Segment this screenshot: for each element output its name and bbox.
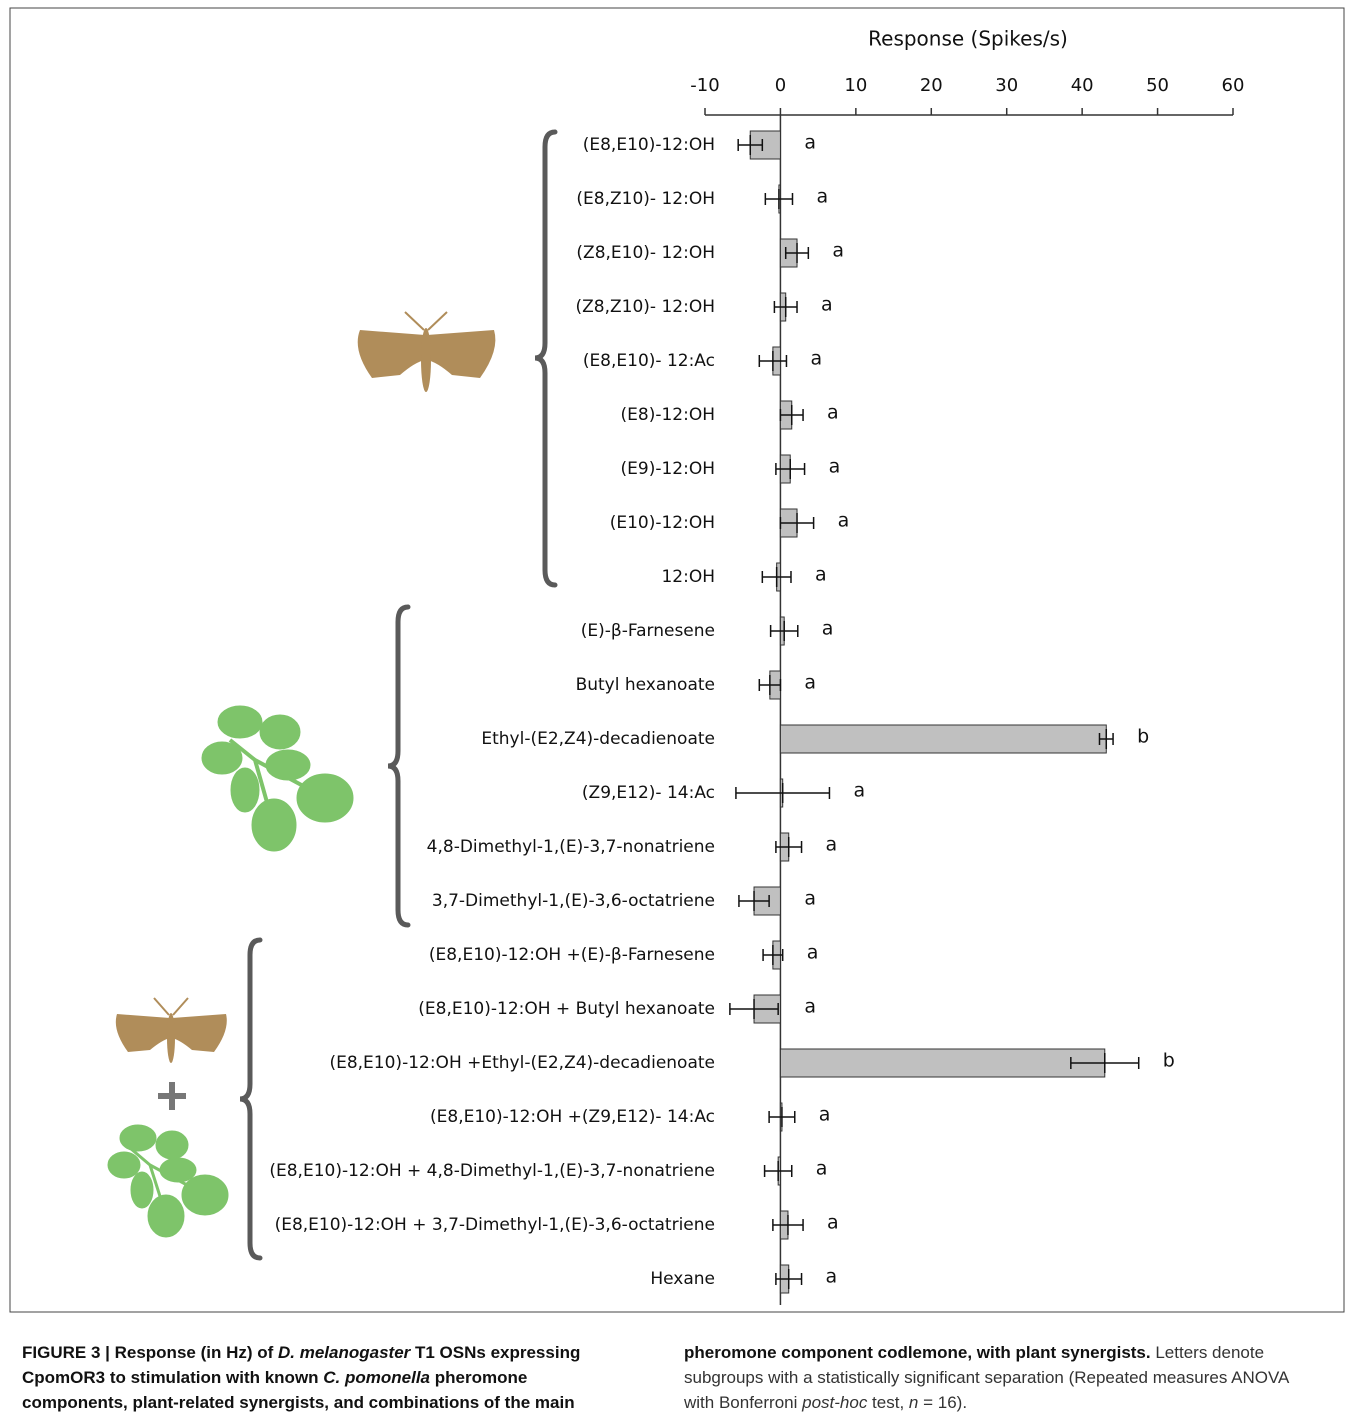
- significance-letter: a: [827, 402, 839, 424]
- error-bar: [759, 351, 786, 371]
- bracket: [240, 940, 260, 1258]
- bar: [780, 1049, 1104, 1077]
- plant-icon: [202, 706, 353, 851]
- caption-text: D. melanogaster: [278, 1343, 410, 1362]
- significance-letter: a: [819, 1104, 831, 1126]
- significance-letter: a: [815, 564, 827, 586]
- x-tick-label: 10: [844, 75, 867, 96]
- y-tick-label: (E8,E10)-12:OH: [583, 135, 715, 155]
- significance-letter: a: [826, 1266, 838, 1288]
- plus-sign: [158, 1082, 186, 1110]
- x-tick-label: 30: [995, 75, 1018, 96]
- y-tick-label: (E9)-12:OH: [621, 459, 715, 479]
- significance-letter: a: [838, 510, 850, 532]
- caption-text: test,: [867, 1393, 909, 1412]
- moth-icon: [116, 998, 227, 1063]
- x-tick-label: 50: [1146, 75, 1169, 96]
- y-tick-label: (E10)-12:OH: [610, 513, 715, 533]
- caption: FIGURE 3 | Response (in Hz) of D. melano…: [22, 1340, 1290, 1415]
- significance-letter: a: [853, 780, 865, 802]
- significance-letter: a: [810, 348, 822, 370]
- x-tick-label: 60: [1222, 75, 1245, 96]
- y-tick-label: (Z8,Z10)- 12:OH: [576, 297, 715, 317]
- axis-title: Response (Spikes/s): [868, 27, 1068, 51]
- error-bar: [765, 1161, 792, 1181]
- y-tick-label: (E8)-12:OH: [621, 405, 715, 425]
- y-tick-label: (E8,E10)-12:OH +Ethyl-(E2,Z4)-decadienoa…: [329, 1053, 715, 1073]
- error-bar: [773, 1215, 803, 1235]
- error-bar: [771, 621, 798, 641]
- significance-letter: a: [827, 1212, 839, 1234]
- y-tick-label: (E8,E10)- 12:Ac: [583, 351, 715, 371]
- significance-letter: a: [832, 240, 844, 262]
- moth-icon: [358, 312, 496, 392]
- y-tick-label: (Z8,E10)- 12:OH: [576, 243, 715, 263]
- bar: [780, 725, 1106, 753]
- y-tick-label: (E8,Z10)- 12:OH: [576, 189, 715, 209]
- significance-letter: b: [1163, 1050, 1175, 1072]
- bracket: [535, 132, 555, 585]
- group-brackets: [240, 132, 555, 1258]
- significance-letter: a: [816, 1158, 828, 1180]
- x-tick-label: 40: [1071, 75, 1094, 96]
- caption-text: FIGURE 3 | Response (in Hz) of: [22, 1343, 278, 1362]
- significance-letter: a: [804, 672, 816, 694]
- y-tick-label: (Z9,E12)- 14:Ac: [582, 783, 715, 803]
- caption-text: = 16).: [918, 1393, 967, 1412]
- y-tick-label: (E8,E10)-12:OH +(E)-β-Farnesene: [429, 945, 715, 965]
- x-tick-label: 20: [920, 75, 943, 96]
- caption-text: n: [909, 1393, 918, 1412]
- significance-letter: a: [829, 456, 841, 478]
- error-bar: [736, 783, 830, 803]
- significance-letter: a: [821, 294, 833, 316]
- y-tick-label: Ethyl-(E2,Z4)-decadienoate: [481, 729, 715, 749]
- y-tick-label: 3,7-Dimethyl-1,(E)-3,6-octatriene: [432, 891, 715, 911]
- x-tick-label: -10: [690, 75, 719, 96]
- y-tick-label: (E8,E10)-12:OH + Butyl hexanoate: [418, 999, 715, 1019]
- x-tick-label: 0: [775, 75, 786, 96]
- significance-letter: a: [826, 834, 838, 856]
- y-tick-label: 12:OH: [661, 567, 715, 587]
- significance-letter: a: [804, 996, 816, 1018]
- significance-letter: a: [822, 618, 834, 640]
- error-bar: [774, 297, 797, 317]
- significance-letter: b: [1137, 726, 1149, 748]
- significance-letter: a: [807, 942, 819, 964]
- caption-text: C. pomonella: [323, 1368, 430, 1387]
- y-tick-label: Butyl hexanoate: [576, 675, 715, 695]
- significance-letter: a: [816, 186, 828, 208]
- significance-letter: a: [804, 132, 816, 154]
- y-tick-label: (E)-β-Farnesene: [581, 621, 715, 641]
- error-bar: [762, 567, 791, 587]
- error-bar: [765, 189, 792, 209]
- bracket: [388, 607, 408, 925]
- y-tick-label: 4,8-Dimethyl-1,(E)-3,7-nonatriene: [427, 837, 715, 857]
- error-bar: [769, 1107, 795, 1127]
- plant-icon: [108, 1125, 228, 1237]
- y-tick-label: Hexane: [650, 1269, 715, 1289]
- figure: Response (Spikes/s) -10 0 10 20 30 40: [0, 0, 1354, 1417]
- y-tick-label: (E8,E10)-12:OH + 3,7-Dimethyl-1,(E)-3,6-…: [275, 1215, 715, 1235]
- y-tick-label: (E8,E10)-12:OH +(Z9,E12)- 14:Ac: [430, 1107, 715, 1127]
- y-tick-label: (E8,E10)-12:OH + 4,8-Dimethyl-1,(E)-3,7-…: [269, 1161, 715, 1181]
- significance-letter: a: [804, 888, 816, 910]
- caption-text: post-hoc: [802, 1393, 867, 1412]
